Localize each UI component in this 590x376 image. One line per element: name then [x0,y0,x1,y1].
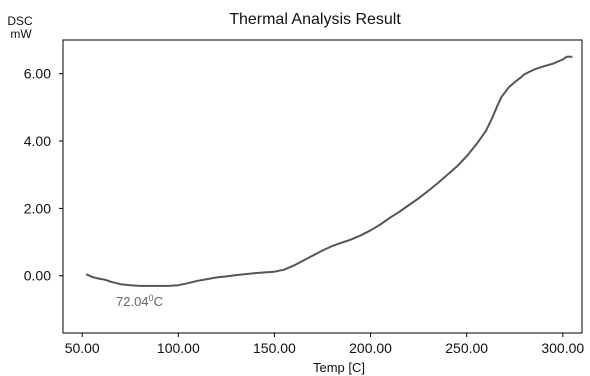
x-tick-label: 200.00 [349,340,392,356]
x-tick-label: 100.00 [157,340,200,356]
y-tick-label: 0.00 [24,268,51,284]
y-tick-label: 2.00 [24,200,51,216]
x-tick-label: 150.00 [253,340,296,356]
plot-frame [62,39,583,334]
axis-ticks: 50.00 100.00 150.00 200.00 250.00 300.00 0.00 2… [24,66,585,356]
x-tick-label: 250.00 [445,340,488,356]
y-tick-label: 4.00 [24,133,51,149]
x-axis-label: Temp [C] [313,360,365,375]
x-tick-label: 300.00 [541,340,584,356]
y-axis-label-dsc: DSC [7,14,33,28]
x-tick-label: 50.00 [65,340,100,356]
annotation-unit: C [154,294,163,309]
annotation-value: 72.04 [116,294,149,309]
y-tick-label: 6.00 [24,66,51,82]
annotation-degree: 0 [149,293,154,303]
y-axis-label-unit: mW [10,27,32,41]
peak-annotation: 72.040C [116,293,163,309]
chart-title: Thermal Analysis Result [229,11,401,28]
series-line [85,55,573,287]
